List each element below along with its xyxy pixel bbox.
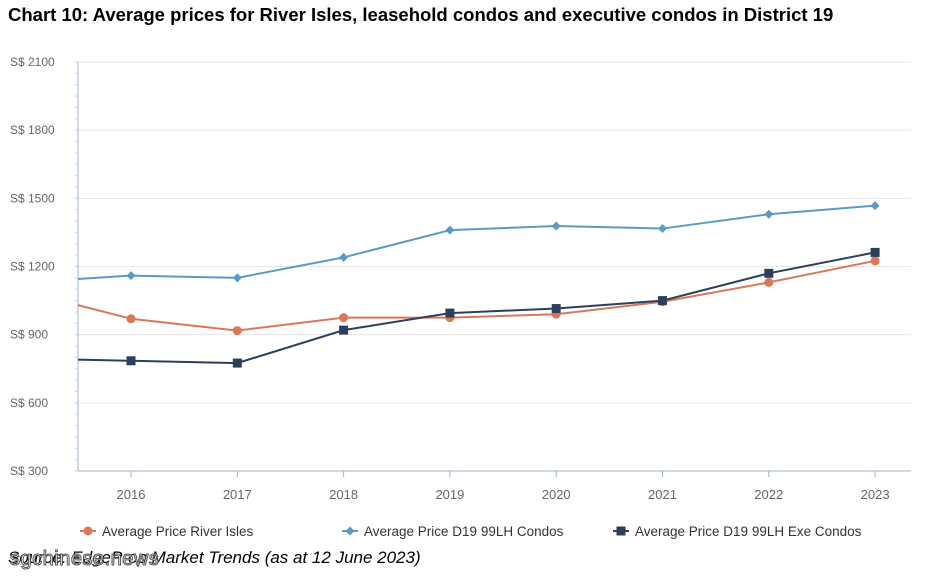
legend-label: Average Price D19 99LH Condos bbox=[364, 524, 564, 539]
y-tick-label: S$ 1200 bbox=[10, 260, 55, 274]
data-point bbox=[764, 209, 774, 219]
series-line bbox=[77, 251, 876, 365]
legend: Average Price River Isles Average Price D… bbox=[80, 524, 862, 539]
source-note: Source: EdgeProp Market Trends (as at 12… bbox=[8, 548, 421, 567]
x-tick-label: 2017 bbox=[223, 487, 252, 502]
data-point bbox=[339, 325, 349, 335]
x-tick-label: 2023 bbox=[861, 487, 890, 502]
data-point bbox=[870, 256, 880, 266]
series-line bbox=[77, 204, 876, 280]
chart-title: Chart 10: Average prices for River Isles… bbox=[8, 4, 834, 25]
data-point bbox=[445, 225, 455, 235]
data-point bbox=[339, 313, 349, 323]
legend-item: Average Price D19 99LH Condos bbox=[342, 524, 564, 539]
x-tick-label: 2019 bbox=[435, 487, 464, 502]
data-point bbox=[870, 247, 880, 257]
x-tick-label: 2018 bbox=[329, 487, 358, 502]
y-tick-label: S$ 2100 bbox=[10, 55, 55, 69]
data-point bbox=[339, 252, 349, 262]
data-point bbox=[658, 224, 667, 234]
data-point bbox=[232, 326, 242, 336]
x-tick-label: 2021 bbox=[648, 487, 677, 502]
legend-marker bbox=[345, 526, 355, 536]
y-tick-label: S$ 900 bbox=[10, 328, 48, 342]
legend-item: Average Price D19 99LH Exe Condos bbox=[613, 524, 862, 539]
series-d19-exe bbox=[77, 247, 880, 368]
data-point bbox=[126, 356, 136, 366]
data-point bbox=[870, 201, 880, 211]
data-point bbox=[126, 314, 136, 324]
legend-marker bbox=[83, 526, 93, 536]
y-tick-label: S$ 300 bbox=[10, 464, 48, 478]
data-point bbox=[551, 304, 561, 314]
grid-lines bbox=[78, 61, 911, 404]
data-point bbox=[551, 221, 561, 231]
y-tick-label: S$ 1500 bbox=[10, 191, 55, 205]
x-tick-label: 2016 bbox=[117, 487, 146, 502]
legend-label: Average Price D19 99LH Exe Condos bbox=[635, 524, 862, 539]
legend-item: Average Price River Isles bbox=[80, 524, 254, 539]
axes: S$ 300 S$ 600 S$ 900 S$ 1200 S$ 1500 S$ 1800 S… bbox=[10, 55, 911, 502]
series-river-isles bbox=[77, 256, 880, 336]
y-tick-label: S$ 1800 bbox=[10, 123, 55, 137]
data-point bbox=[764, 277, 774, 287]
y-tick-label: S$ 600 bbox=[10, 396, 48, 410]
legend-label: Average Price River Isles bbox=[102, 524, 254, 539]
x-tick-label: 2020 bbox=[542, 487, 571, 502]
data-point bbox=[445, 308, 455, 318]
series-d19-condos bbox=[77, 201, 880, 283]
data-point bbox=[232, 273, 242, 283]
data-point bbox=[126, 271, 136, 281]
data-point bbox=[232, 358, 242, 368]
watermark: sgchinese.news bbox=[9, 548, 160, 571]
data-point bbox=[658, 296, 667, 306]
legend-marker bbox=[616, 526, 626, 536]
series-layer bbox=[77, 201, 880, 368]
data-point bbox=[764, 268, 774, 278]
x-tick-label: 2022 bbox=[754, 487, 783, 502]
series-line bbox=[77, 259, 876, 332]
